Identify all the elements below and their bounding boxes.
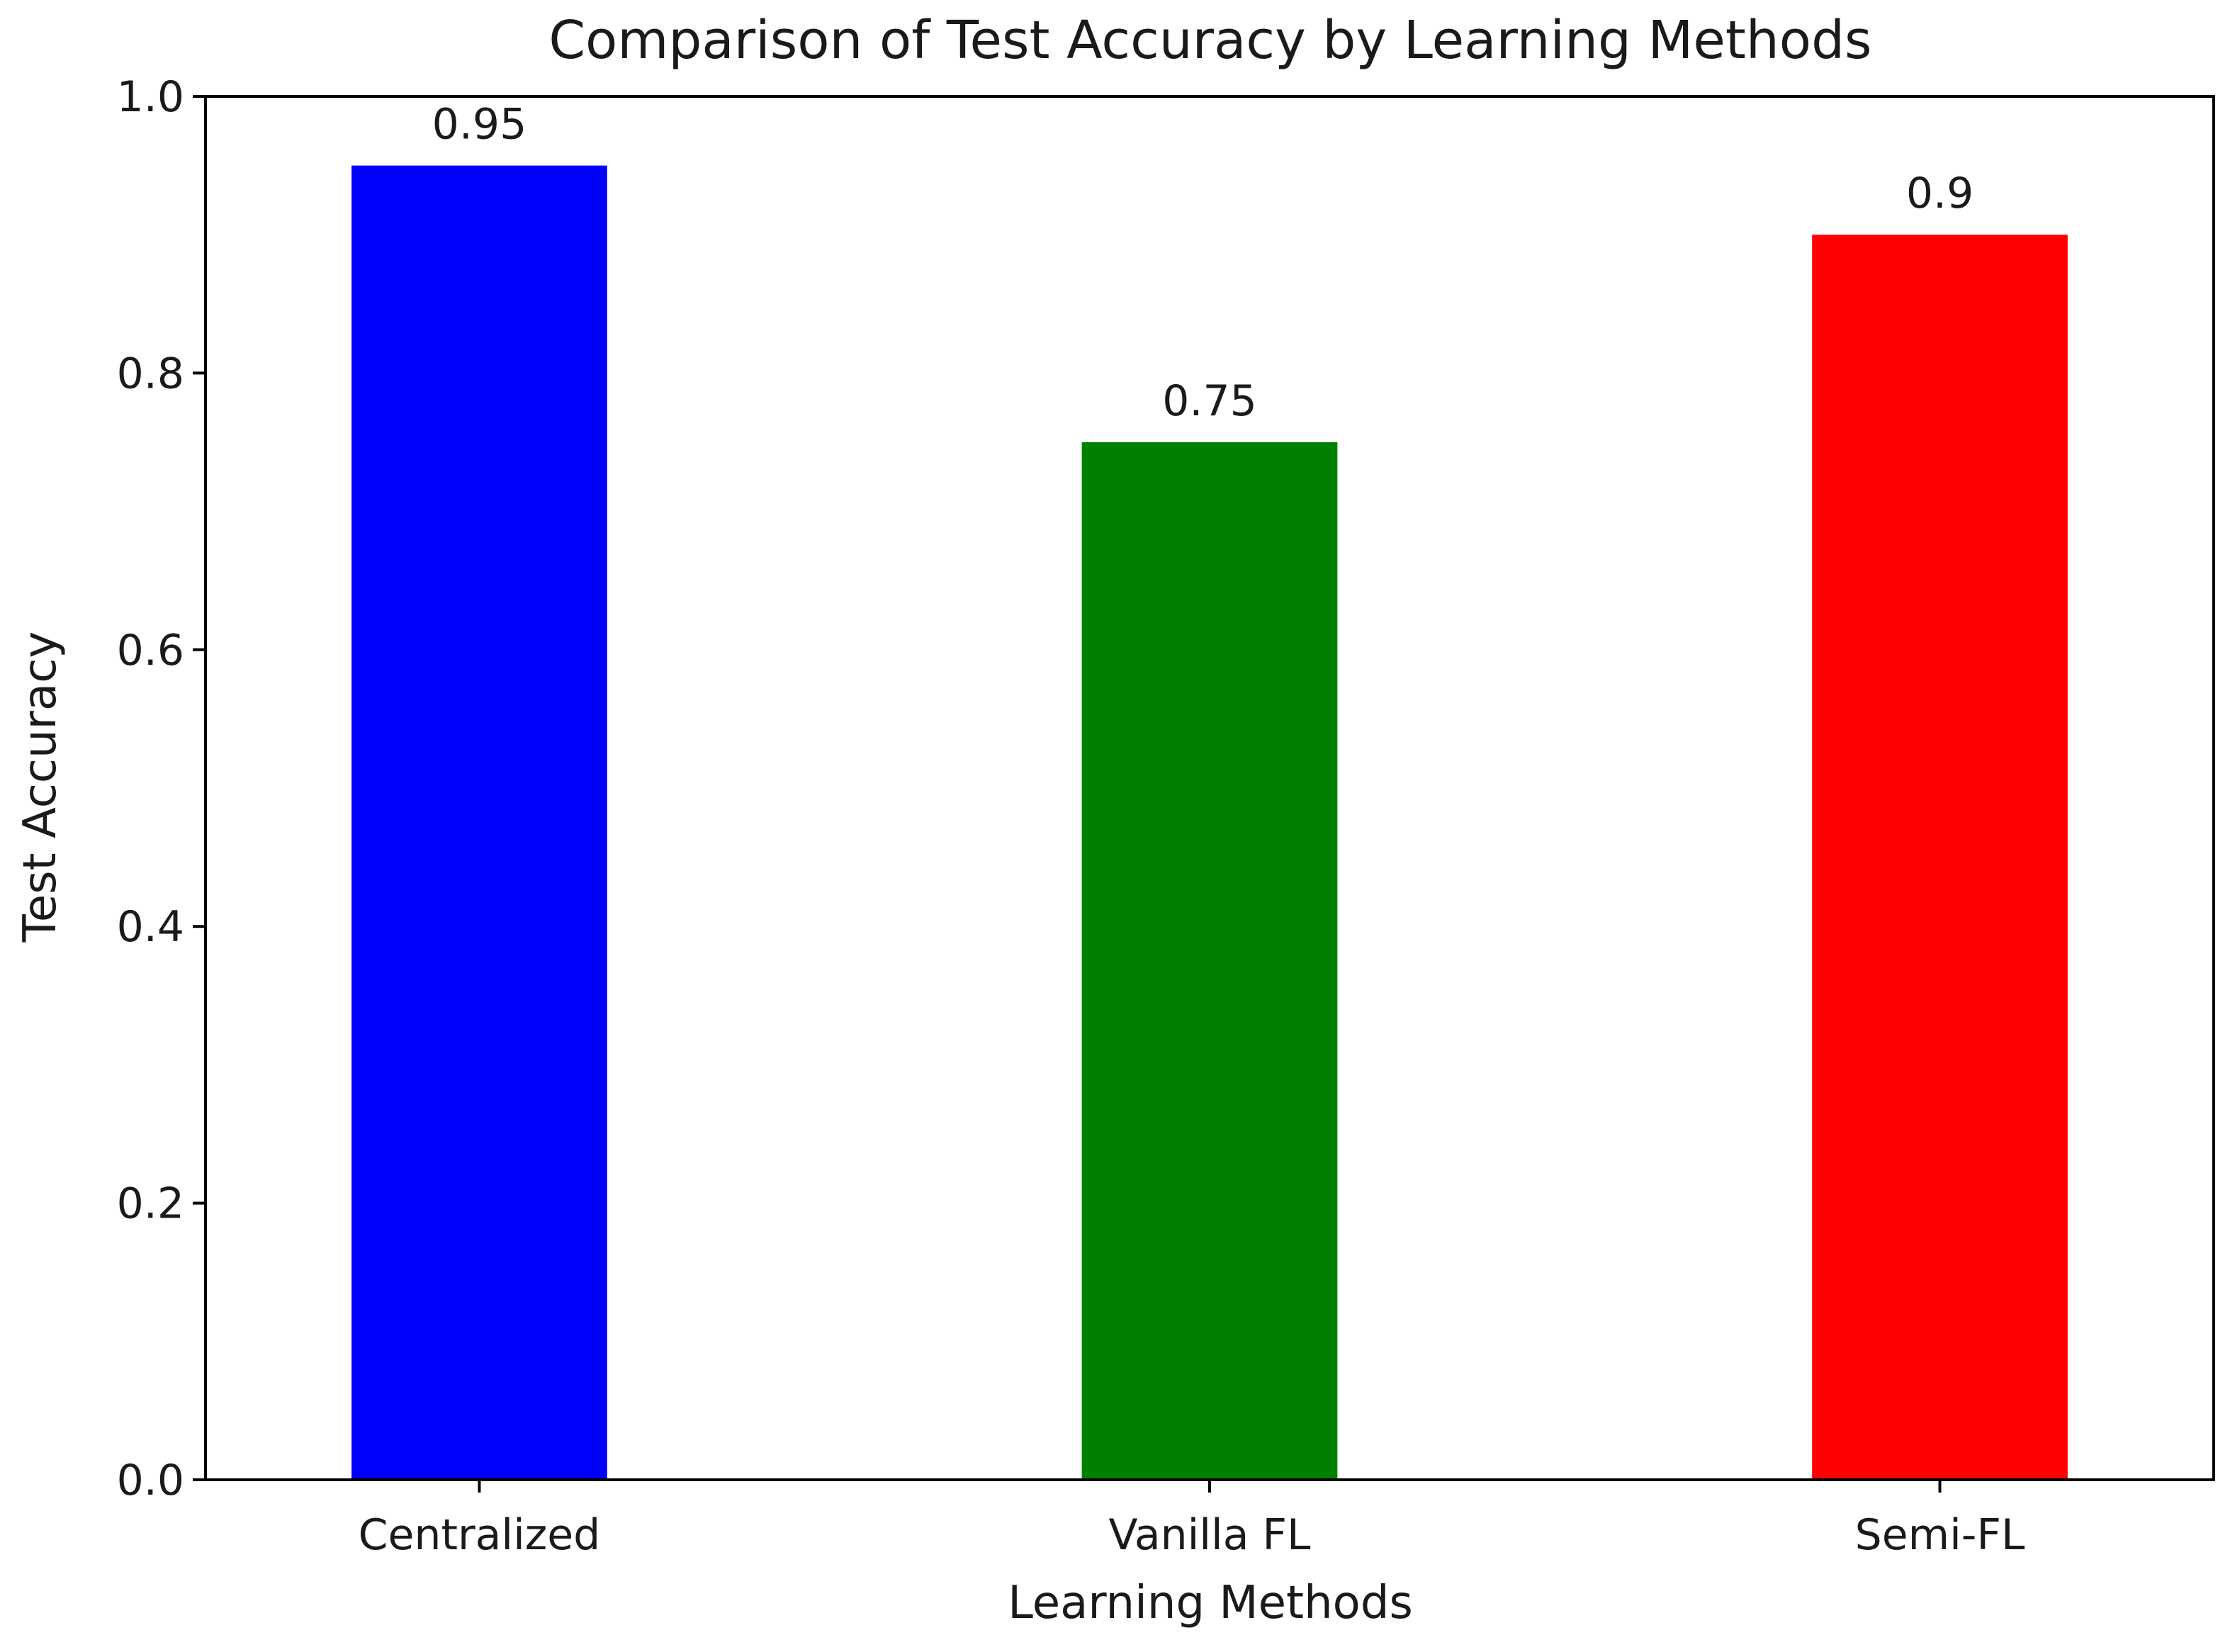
x-tick-label: Semi-FL <box>1855 1510 2025 1560</box>
bar-value-label: 0.75 <box>1162 376 1257 426</box>
bar <box>351 165 607 1480</box>
y-tick-label: 0.2 <box>117 1179 184 1229</box>
chart-title: Comparison of Test Accuracy by Learning … <box>548 10 1871 71</box>
bar-value-label: 0.95 <box>432 100 527 150</box>
y-tick-label: 0.4 <box>117 902 184 952</box>
x-axis-ticks: Centralized Vanilla FL Semi-FL <box>359 1480 2025 1560</box>
bar <box>1812 235 2068 1480</box>
y-tick-label: 0.8 <box>117 349 184 398</box>
y-tick-label: 1.0 <box>117 72 184 122</box>
bar-value-label: 0.9 <box>1906 169 1973 218</box>
x-tick-label: Vanilla FL <box>1109 1510 1312 1560</box>
y-tick-label: 0.0 <box>117 1456 184 1505</box>
bars-layer: 0.95 0.75 0.9 <box>351 100 2068 1480</box>
y-axis-title: Test Accuracy <box>14 631 67 943</box>
bar <box>1081 442 1338 1480</box>
y-axis-ticks: 0.0 0.2 0.4 0.6 0.8 1.0 <box>117 72 205 1505</box>
x-axis-title: Learning Methods <box>1008 1577 1413 1629</box>
y-tick-label: 0.6 <box>117 626 184 675</box>
plot-area-frame <box>204 95 2215 1481</box>
x-tick-label: Centralized <box>359 1510 601 1560</box>
